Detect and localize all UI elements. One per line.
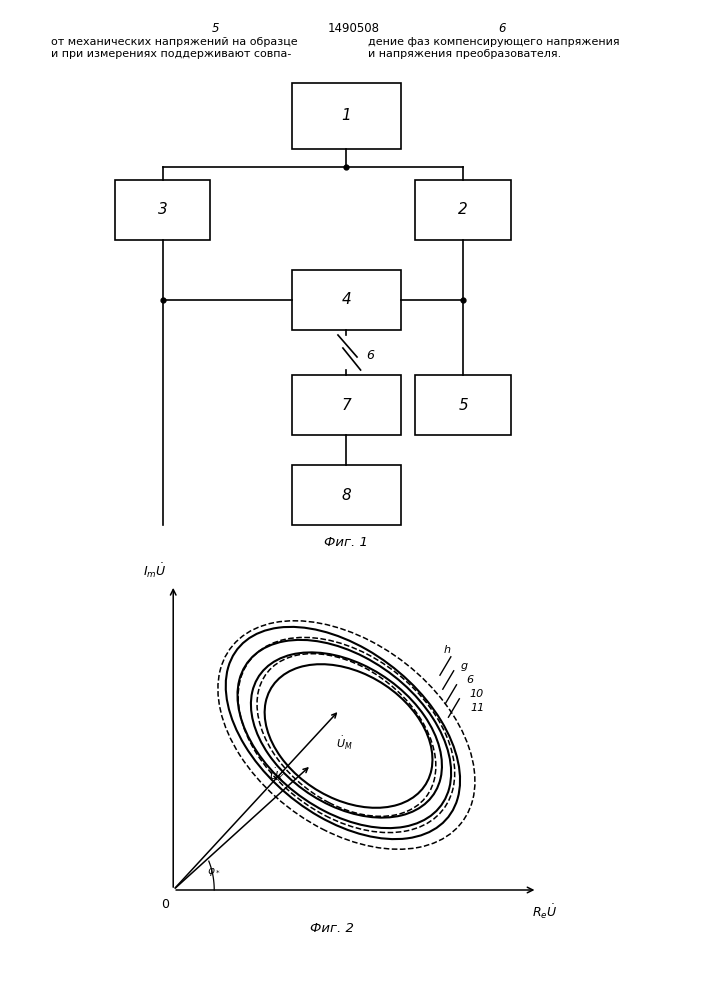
Bar <box>291 465 402 525</box>
Text: дение фаз компенсирующего напряжения: дение фаз компенсирующего напряжения <box>368 37 619 47</box>
Bar <box>416 375 510 435</box>
Text: 11: 11 <box>471 703 485 713</box>
Text: и при измерениях поддерживают совпа-: и при измерениях поддерживают совпа- <box>51 49 291 59</box>
Text: 7: 7 <box>341 397 351 412</box>
Text: от механических напряжений на образце: от механических напряжений на образце <box>51 37 298 47</box>
Text: 2: 2 <box>458 202 468 218</box>
Bar <box>291 84 402 148</box>
Text: 6: 6 <box>366 349 374 362</box>
Bar <box>115 180 211 240</box>
Text: h: h <box>444 645 451 655</box>
Text: Фиг. 1: Фиг. 1 <box>325 536 368 548</box>
Text: 10: 10 <box>469 689 484 699</box>
Text: g: g <box>461 661 468 671</box>
Text: и напряжения преобразователя.: и напряжения преобразователя. <box>368 49 561 59</box>
Text: 3: 3 <box>158 202 168 218</box>
Text: $R_e\dot{U}$: $R_e\dot{U}$ <box>532 902 557 921</box>
Text: 1: 1 <box>341 108 351 123</box>
Text: $\dot{U}_M$: $\dot{U}_M$ <box>336 735 353 752</box>
Text: 0: 0 <box>160 898 169 911</box>
Text: 5: 5 <box>458 397 468 412</box>
Text: $\dot{U}_K$: $\dot{U}_K$ <box>269 766 284 784</box>
Text: 6: 6 <box>467 675 474 685</box>
Bar <box>291 375 402 435</box>
Text: Фиг. 2: Фиг. 2 <box>310 922 354 934</box>
Text: $\varphi_*$: $\varphi_*$ <box>207 866 221 878</box>
Text: 6: 6 <box>498 22 506 35</box>
Bar <box>416 180 510 240</box>
Text: $I_m\dot{U}$: $I_m\dot{U}$ <box>143 561 166 580</box>
Text: 8: 8 <box>341 488 351 502</box>
Text: 4: 4 <box>341 292 351 308</box>
Bar <box>291 270 402 330</box>
Text: 5: 5 <box>212 22 219 35</box>
Text: 1490508: 1490508 <box>327 22 380 35</box>
